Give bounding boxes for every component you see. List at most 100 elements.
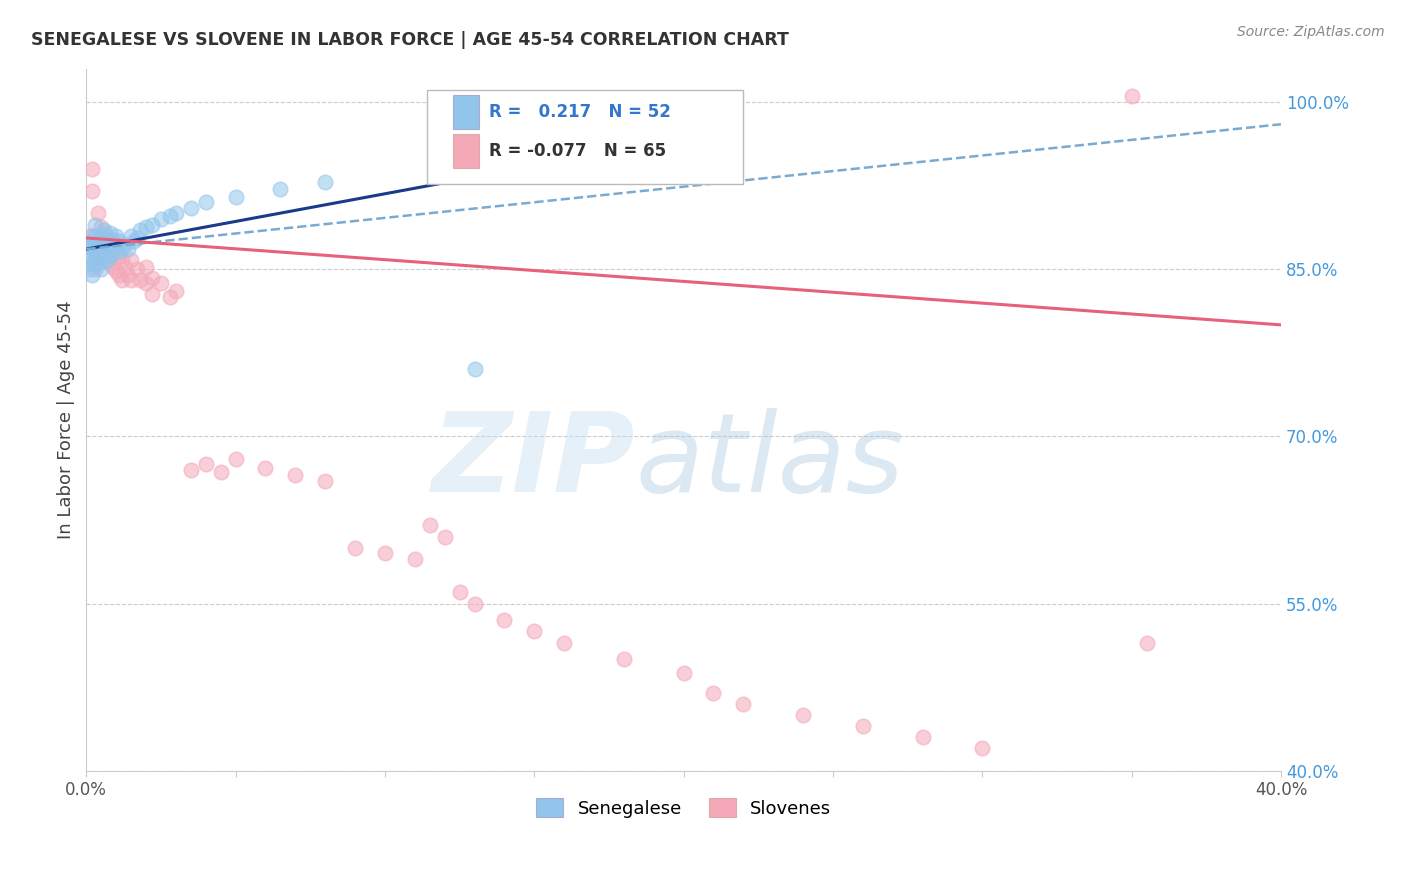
Point [84,251,107,265]
Point [84,218,107,232]
Point [911,731,934,745]
Point [105,237,128,252]
Point [344,541,367,555]
Point [84,262,107,277]
Point [93,227,115,241]
Point [84,240,107,254]
Bar [453,134,479,168]
Point [96,242,118,256]
Point [523,624,546,639]
Point [449,585,471,599]
Point [98,240,121,254]
Point [82,184,104,198]
Text: ZIP: ZIP [432,409,636,516]
Point [77,228,100,243]
Point [314,175,336,189]
Point [93,249,115,263]
Point [111,253,134,268]
Point [852,719,875,733]
Point [159,209,181,223]
Point [120,228,142,243]
Point [105,245,128,260]
Point [101,260,124,274]
Point [84,228,107,243]
Point [114,260,136,274]
Point [129,223,152,237]
Point [374,546,396,560]
Point [96,253,118,268]
Text: R =   0.217   N = 52: R = 0.217 N = 52 [489,103,671,121]
Point [433,530,456,544]
Point [90,240,112,254]
Point [93,249,115,263]
Point [98,256,121,270]
Point [90,251,112,265]
Point [101,233,124,247]
Point [87,234,110,248]
Point [284,468,307,483]
Point [84,251,107,265]
Point [77,262,100,277]
Point [101,244,124,259]
Point [108,245,131,260]
Point [553,635,575,649]
Point [494,613,516,627]
Text: atlas: atlas [636,409,904,516]
Point [98,227,121,241]
Point [96,253,118,268]
Point [84,240,107,254]
Point [254,460,277,475]
Point [117,268,139,282]
Point [194,195,217,210]
Point [269,182,291,196]
Point [82,268,104,282]
Point [87,206,110,220]
Point [180,463,202,477]
Point [98,249,121,263]
Point [82,251,104,265]
Point [122,234,145,248]
Point [125,231,148,245]
Point [135,219,157,234]
Point [159,290,181,304]
Point [120,273,142,287]
Point [77,240,100,254]
Point [108,249,131,263]
Point [84,256,107,270]
Point [165,285,187,299]
Point [93,234,115,248]
Point [98,237,121,252]
Point [702,686,724,700]
Text: R = -0.077   N = 65: R = -0.077 N = 65 [489,142,666,160]
Point [180,201,202,215]
Point [101,242,124,256]
Point [114,237,136,252]
Point [117,242,139,256]
Point [111,240,134,254]
Point [96,231,118,245]
Point [225,451,247,466]
Text: SENEGALESE VS SLOVENE IN LABOR FORCE | AGE 45-54 CORRELATION CHART: SENEGALESE VS SLOVENE IN LABOR FORCE | A… [31,31,789,49]
Point [792,708,814,723]
Point [135,260,157,274]
Point [733,697,755,711]
Point [108,234,131,248]
FancyBboxPatch shape [427,89,744,185]
Point [135,276,157,290]
Point [464,597,486,611]
Point [87,256,110,270]
Point [149,211,172,226]
Point [105,228,128,243]
Point [93,223,115,237]
Point [972,741,994,756]
Point [672,665,695,680]
Point [314,474,336,488]
Point [82,256,104,270]
Point [120,253,142,268]
Text: Source: ZipAtlas.com: Source: ZipAtlas.com [1237,25,1385,39]
Point [419,518,441,533]
Point [105,264,128,278]
Point [87,245,110,260]
Point [141,271,163,285]
Point [82,240,104,254]
